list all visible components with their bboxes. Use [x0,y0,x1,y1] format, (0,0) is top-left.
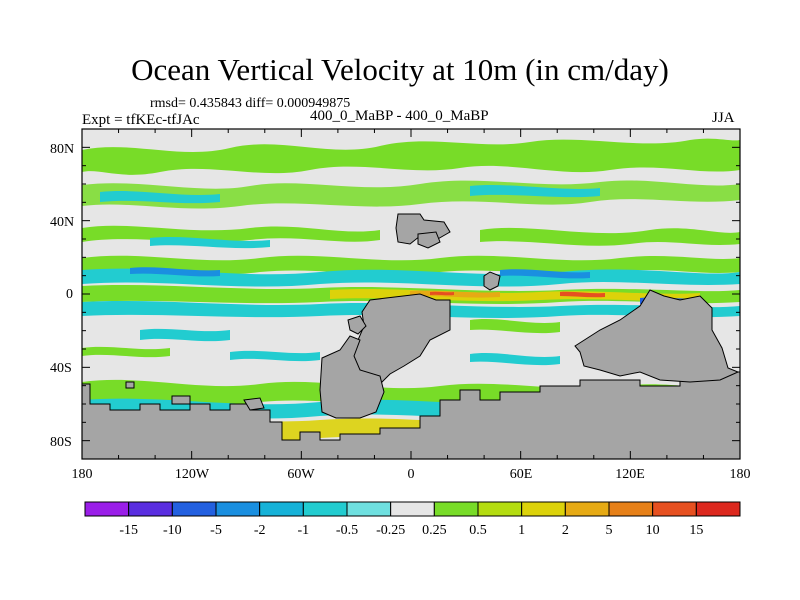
colorbar-label: 0.5 [469,523,487,538]
island [347,315,367,335]
contour-band [140,328,230,342]
colorbar-swatch [608,501,654,517]
colorbar-swatch [215,501,261,517]
y-tick-label: 80S [50,435,72,450]
south-america [351,293,451,391]
x-tick-label: 180 [730,467,751,482]
y-tick-label: 40N [50,215,74,230]
contour-band [130,267,220,277]
colorbar-label: -15 [119,523,138,538]
colorbar-label: -5 [210,523,222,538]
season-label: JJA [712,110,735,126]
colorbar-swatch [433,501,479,517]
contour-band [230,350,320,362]
x-tick-label: 60E [510,467,533,482]
colorbar-swatch [84,501,130,517]
colorbar-swatch [564,501,610,517]
axis-ticks [81,128,741,460]
contour-band [430,291,454,296]
contour-band [150,237,270,249]
colorbar-swatch [390,501,435,517]
contour-band [82,346,170,358]
colorbar-labels: -15 -10 -5 -2 -1 -0.5 -0.25 0.25 0.5 1 2 5 10 15 [119,523,703,538]
colorbar-swatch [695,501,741,517]
contour-band [82,180,740,209]
x-tick-label: 120W [175,467,210,482]
island [417,231,441,249]
colorbar-label: -2 [254,523,266,538]
colorbar-label: 15 [689,523,703,538]
colorbar-label: 5 [606,523,613,538]
colorbar-swatch [346,501,392,517]
x-tick-label: 0 [408,467,415,482]
y-tick-label: 40S [50,361,72,376]
colorbar-swatch [259,501,304,517]
antarctica [82,371,740,459]
africa [319,335,385,419]
contour-band [100,191,220,204]
x-tick-label: 180 [72,467,93,482]
experiment-label: Expt = tfKEc-tfJAc [82,112,200,128]
contour-band [480,227,740,246]
colorbar-label: -10 [163,523,182,538]
island [243,397,265,411]
contour-band [82,138,740,175]
colorbar-label: -0.5 [336,523,358,538]
y-tick-label: 80N [50,142,74,157]
australia [574,289,740,383]
island [483,271,501,291]
contour-band [470,319,560,334]
map-title: Ocean Vertical Velocity at 10m (in cm/da… [131,52,669,87]
contour-band [500,269,590,279]
colorbar-label: -0.25 [376,523,405,538]
period-label: 400_0_MaBP - 400_0_MaBP [310,108,489,124]
colorbar-swatch [521,501,566,517]
colorbar-swatch [171,501,217,517]
colorbar-swatch [652,501,697,517]
colorbar-swatch [477,501,523,517]
island [125,381,135,389]
land-mask [82,213,740,459]
colorbar-swatch [128,501,173,517]
rmsd-diff-text: rmsd= 0.435843 diff= 0.000949875 [150,96,351,111]
colorbar-label: -1 [297,523,309,538]
contour-band [470,353,560,366]
contour-band [82,255,740,275]
colorbar-label: 0.25 [422,523,447,538]
x-tick-label: 60W [287,467,315,482]
colorbar [84,501,741,517]
island [171,395,191,405]
colorbar-swatch [302,501,348,517]
contour-band [470,185,600,198]
x-tick-label: 120E [615,467,645,482]
contour-band [560,291,605,298]
colorbar-label: 1 [518,523,525,538]
colorbar-label: 2 [562,523,569,538]
y-tick-label: 0 [66,287,73,302]
colorbar-label: 10 [646,523,660,538]
